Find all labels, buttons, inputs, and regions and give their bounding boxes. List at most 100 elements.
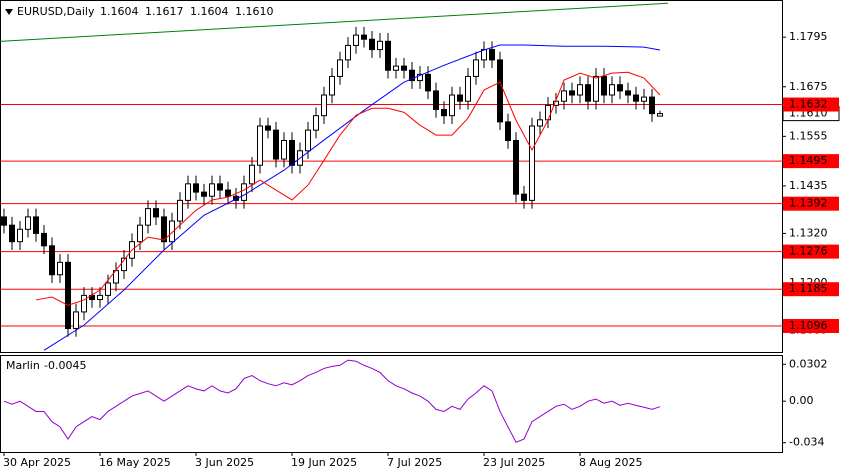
candle-body — [137, 224, 143, 243]
candle-body — [65, 261, 71, 329]
candle-body — [289, 139, 295, 166]
candle-body — [577, 84, 583, 96]
header-value: 1.1617 — [145, 5, 184, 18]
header-value: 1.1604 — [100, 5, 139, 18]
main-panel — [0, 0, 783, 353]
x-tick-label: 8 Aug 2025 — [579, 456, 642, 469]
menu-triangle[interactable] — [5, 9, 13, 15]
candle-body — [305, 129, 311, 152]
symbol: EURUSD,Daily — [17, 5, 95, 18]
candle-body — [609, 84, 615, 96]
candle-body — [529, 125, 535, 201]
candle-body — [489, 49, 495, 61]
x-tick-label: 19 Jun 2025 — [291, 456, 357, 469]
candle-body — [41, 232, 47, 247]
candle-body — [329, 75, 335, 96]
candle-body — [505, 121, 511, 141]
y-tick-label: 1.1675 — [789, 80, 828, 93]
candle-body — [641, 96, 647, 102]
marlin-line — [3, 359, 661, 443]
candle-body — [377, 40, 383, 51]
candle-body — [57, 261, 63, 276]
candle-body — [121, 257, 127, 272]
x-tick-label: 16 May 2025 — [99, 456, 171, 469]
candle-body — [649, 96, 655, 115]
candle-body — [473, 59, 479, 77]
y-tick-label: 0.0302 — [789, 357, 828, 370]
level-box — [783, 154, 839, 169]
indicator-line — [0, 2, 669, 42]
candle-body — [273, 129, 279, 160]
x-tick-label: 23 Jul 2025 — [483, 456, 545, 469]
candle-body — [625, 90, 631, 96]
candle-body — [217, 183, 223, 191]
candle-body — [449, 94, 455, 117]
candle-body — [9, 224, 15, 243]
candle-body — [105, 282, 111, 296]
level-label: 1.1096 — [789, 319, 828, 332]
level-box — [783, 282, 839, 297]
candle-body — [345, 44, 351, 61]
candle-body — [281, 139, 287, 160]
candle-body — [73, 311, 79, 329]
level-label: 1.1632 — [789, 98, 828, 111]
level-label: 1.1392 — [789, 197, 828, 210]
candle-body — [241, 183, 247, 201]
candle-body — [169, 220, 175, 243]
candle-body — [561, 90, 567, 102]
level-box — [783, 196, 839, 211]
indicator-panel — [0, 355, 783, 453]
indicator-line — [43, 44, 661, 351]
candle-body — [545, 104, 551, 121]
level-label: 1.1276 — [789, 245, 828, 258]
y-tick-label: -0.034 — [789, 436, 824, 449]
indicator-value: -0.0045 — [44, 359, 86, 372]
candle-body — [457, 94, 463, 102]
candle-body — [153, 208, 159, 218]
candle-body — [393, 65, 399, 71]
candle-body — [633, 94, 639, 102]
candle-body — [513, 139, 519, 195]
header-value: 1.1610 — [235, 5, 274, 18]
candle-body — [433, 90, 439, 110]
candle-body — [657, 113, 663, 117]
candle-body — [33, 216, 39, 234]
header-value: 1.1604 — [190, 5, 229, 18]
candle-body — [353, 34, 359, 46]
candle-body — [145, 208, 151, 226]
y-tick-label: 1.1435 — [789, 179, 828, 192]
candle-body — [225, 189, 231, 197]
candle-body — [601, 75, 607, 96]
candle-body — [593, 75, 599, 102]
level-label: 1.1185 — [789, 282, 828, 295]
candle-body — [193, 183, 199, 193]
level-box — [783, 244, 839, 259]
y-tick-label: 1.1320 — [789, 226, 828, 239]
candle-body — [585, 84, 591, 102]
candle-body — [97, 294, 103, 301]
candle-body — [417, 73, 423, 82]
candle-body — [361, 34, 367, 40]
candle-body — [617, 84, 623, 92]
candle-body — [369, 38, 375, 51]
candle-body — [425, 73, 431, 92]
x-tick-label: 7 Jul 2025 — [387, 456, 442, 469]
candle-body — [409, 69, 415, 82]
candle-body — [385, 40, 391, 71]
candle-body — [321, 94, 327, 117]
candle-body — [249, 164, 255, 185]
candle-body — [81, 294, 87, 313]
candle-body — [401, 65, 407, 71]
candle-body — [313, 115, 319, 131]
candle-body — [465, 75, 471, 102]
candle-body — [201, 191, 207, 197]
candle-body — [49, 245, 55, 276]
y-tick-label: 1.1555 — [789, 129, 828, 142]
candle-body — [177, 199, 183, 222]
level-label: 1.1495 — [789, 154, 828, 167]
candle-body — [25, 216, 31, 230]
indicator-line — [35, 71, 661, 306]
y-tick-label: 0.00 — [789, 394, 814, 407]
indicator-title: Marlin — [6, 359, 40, 372]
candle-body — [537, 119, 543, 127]
